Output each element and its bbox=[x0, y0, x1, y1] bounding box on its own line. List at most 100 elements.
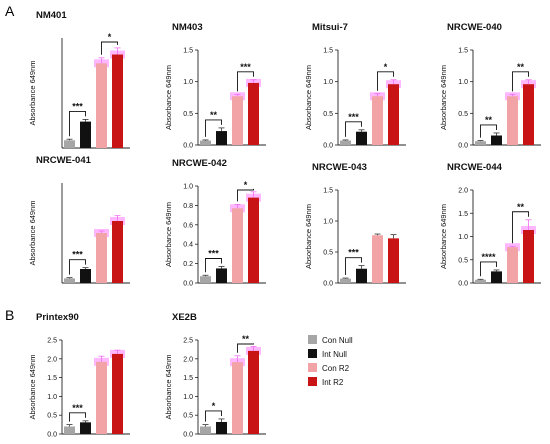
bar-con-null bbox=[200, 276, 211, 283]
bar-int-null bbox=[356, 268, 367, 283]
y-tick-label: 1.5 bbox=[183, 375, 193, 382]
significance-bracket bbox=[377, 71, 394, 91]
y-tick-label: 0.0 bbox=[47, 432, 57, 439]
bar-con-r2 bbox=[232, 362, 243, 434]
y-axis-label: Absorbance 649nm bbox=[28, 200, 37, 265]
significance-bracket bbox=[345, 121, 362, 137]
bar-int-null bbox=[216, 131, 227, 145]
bar-int-r2 bbox=[112, 353, 123, 434]
significance-label: *** bbox=[208, 249, 219, 259]
bar-int-null bbox=[216, 421, 227, 434]
chart-title: NM403 bbox=[172, 22, 203, 33]
bar-con-r2 bbox=[232, 96, 243, 145]
bar-int-r2 bbox=[248, 197, 259, 283]
significance-bracket bbox=[345, 257, 362, 276]
significance-label: **** bbox=[481, 252, 496, 262]
bar-con-r2 bbox=[372, 235, 383, 283]
chart-title: NRCWE-042 bbox=[172, 158, 227, 169]
y-tick-label: 0.5 bbox=[183, 413, 193, 420]
significance-label: *** bbox=[72, 403, 83, 413]
bar-int-null bbox=[80, 422, 91, 434]
chart-8: Printex90 Absorbance 649nm 0.0 0.5 1.0 1.5 2.0… bbox=[28, 312, 130, 439]
significance-label: *** bbox=[348, 112, 359, 122]
bar-con-r2 bbox=[232, 208, 243, 283]
bar-con-null bbox=[64, 278, 75, 283]
significance-label: ** bbox=[210, 110, 218, 120]
bar-int-r2 bbox=[523, 84, 534, 145]
y-axis-label: Absorbance 649nm bbox=[439, 204, 448, 269]
bar-con-null bbox=[475, 279, 486, 283]
bar-int-r2 bbox=[523, 229, 534, 283]
y-axis-label: Absorbance 649nm bbox=[304, 204, 313, 269]
legend-swatch bbox=[308, 363, 317, 372]
legend-label: Con R2 bbox=[322, 364, 350, 373]
significance-label: ** bbox=[517, 62, 525, 72]
y-tick-label: 2.5 bbox=[183, 338, 193, 345]
y-tick-label: 0.5 bbox=[323, 250, 333, 257]
chart-3: NRCWE-040 Absorbance 649nm 0.0 0.5 1.0 1.5 ** *… bbox=[439, 22, 541, 150]
y-tick-label: 0.0 bbox=[458, 143, 468, 150]
bar-con-r2 bbox=[96, 233, 107, 283]
y-tick-label: 1.0 bbox=[183, 394, 193, 401]
bar-int-r2 bbox=[112, 54, 123, 148]
legend-swatch bbox=[308, 335, 317, 344]
y-tick-label: 0.0 bbox=[323, 143, 333, 150]
significance-bracket bbox=[205, 119, 222, 137]
bar-con-null bbox=[340, 140, 351, 145]
chart-title: NRCWE-043 bbox=[312, 162, 367, 173]
y-axis-label: Absorbance 649nm bbox=[164, 202, 173, 267]
bar-con-r2 bbox=[507, 247, 518, 283]
significance-label: ** bbox=[242, 334, 250, 344]
chart-title: NRCWE-044 bbox=[447, 162, 503, 173]
y-tick-label: 1.5 bbox=[323, 188, 333, 195]
significance-bracket bbox=[237, 71, 254, 92]
significance-bracket bbox=[69, 412, 86, 422]
y-axis-label: Absorbance 649nm bbox=[164, 65, 173, 130]
y-tick-label: 0.5 bbox=[323, 111, 333, 118]
significance-bracket bbox=[69, 110, 86, 137]
bar-int-r2 bbox=[388, 238, 399, 283]
y-axis-label: Absorbance 649nm bbox=[28, 354, 37, 419]
bar-int-null bbox=[356, 131, 367, 145]
bar-int-null bbox=[491, 271, 502, 283]
chart-title: XE2B bbox=[172, 312, 197, 323]
bar-con-null bbox=[64, 140, 75, 148]
legend-label: Con Null bbox=[322, 336, 353, 345]
legend: Con Null Int Null Con R2 Int R2 bbox=[308, 335, 353, 387]
y-tick-label: 1.0 bbox=[458, 79, 468, 86]
bar-con-r2 bbox=[96, 361, 107, 434]
chart-6: NRCWE-043 Absorbance 649nm 0.0 0.5 1.0 1.5 *** bbox=[304, 162, 406, 288]
significance-label: ** bbox=[485, 115, 493, 125]
y-tick-label: 0.4 bbox=[183, 242, 193, 249]
bar-int-r2 bbox=[112, 221, 123, 283]
bar-con-null bbox=[200, 426, 211, 434]
y-tick-label: 2.5 bbox=[47, 338, 57, 345]
significance-bracket bbox=[205, 410, 222, 422]
significance-label: * bbox=[212, 401, 216, 411]
bar-int-null bbox=[80, 269, 91, 283]
y-tick-label: 0.0 bbox=[183, 143, 193, 150]
significance-label: * bbox=[244, 180, 248, 190]
significance-bracket bbox=[480, 261, 497, 277]
bar-int-null bbox=[80, 121, 91, 148]
y-tick-label: 1.5 bbox=[458, 48, 468, 55]
significance-bracket bbox=[237, 188, 254, 202]
chart-4: NRCWE-041 Absorbance 649nm *** bbox=[28, 155, 130, 284]
bar-con-null bbox=[64, 426, 75, 434]
significance-label: * bbox=[108, 32, 112, 42]
significance-bracket bbox=[69, 259, 86, 275]
y-tick-label: 1.0 bbox=[47, 394, 57, 401]
legend-label: Int R2 bbox=[322, 378, 344, 387]
y-tick-label: 1.0 bbox=[458, 234, 468, 241]
y-tick-label: 1.5 bbox=[183, 48, 193, 55]
bar-int-r2 bbox=[248, 350, 259, 434]
bar-int-null bbox=[491, 135, 502, 145]
chart-title: NM401 bbox=[36, 10, 67, 21]
y-tick-label: 1.0 bbox=[183, 184, 193, 191]
significance-bracket bbox=[512, 211, 529, 244]
y-tick-label: 0.2 bbox=[183, 261, 193, 268]
